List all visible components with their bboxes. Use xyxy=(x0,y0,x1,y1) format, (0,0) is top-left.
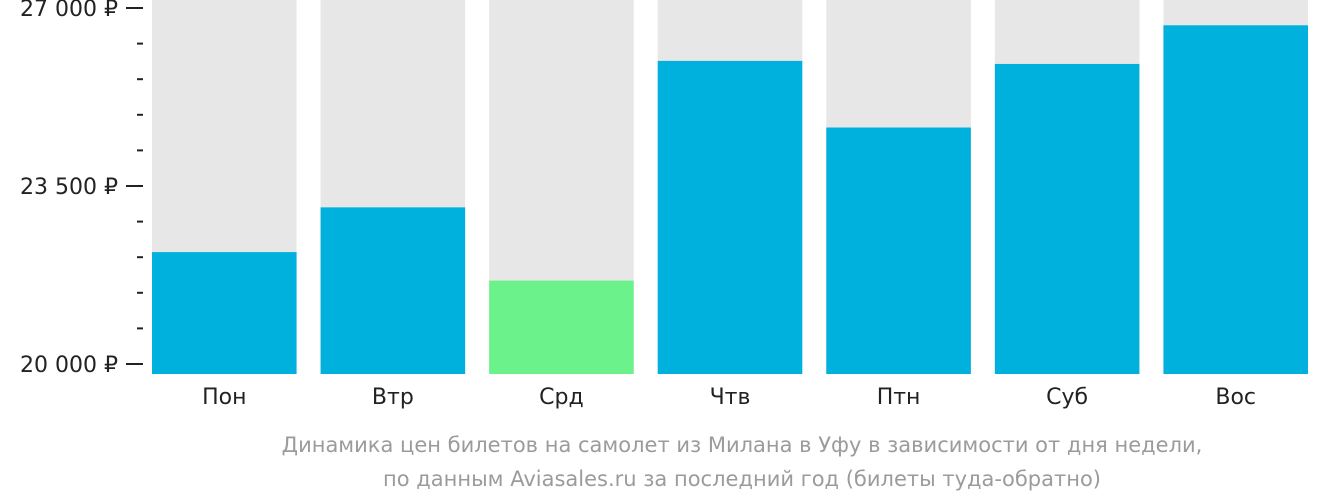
x-tick-label: Птн xyxy=(877,385,921,410)
bar-chart: 20 000 ₽ 23 500 ₽ 27 000 ₽ Пон Втр Срд Чтв Птн С… xyxy=(20,0,1308,410)
bar xyxy=(320,207,466,374)
chart-caption-line-2: по данным Aviasales.ru за последний год … xyxy=(383,467,1101,491)
bar xyxy=(826,127,971,374)
chart-caption-line-1: Динамика цен билетов на самолет из Милан… xyxy=(281,433,1203,457)
y-tick-label: 23 500 ₽ xyxy=(20,175,118,200)
bar xyxy=(489,280,634,374)
x-tick-label: Пон xyxy=(202,385,246,410)
bar xyxy=(152,252,297,374)
bar xyxy=(994,63,1140,374)
x-tick-label: Вос xyxy=(1215,385,1256,410)
bar xyxy=(1163,25,1308,374)
y-tick-label: 27 000 ₽ xyxy=(20,0,118,22)
x-tick-label: Чтв xyxy=(710,385,751,410)
x-tick-label: Срд xyxy=(539,385,584,410)
y-tick-label: 20 000 ₽ xyxy=(20,353,118,378)
x-tick-label: Суб xyxy=(1046,385,1088,410)
bar xyxy=(657,60,803,375)
x-tick-label: Втр xyxy=(372,385,414,410)
